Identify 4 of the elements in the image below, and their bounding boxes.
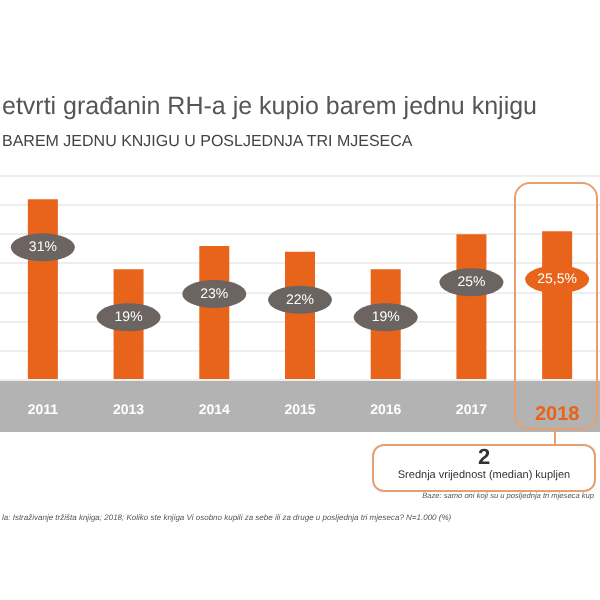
x-tick-label: 2018	[534, 403, 581, 426]
chart-subtitle: BAREM JEDNU KNJIGU U POSLJEDNJA TRI MJESECA	[2, 132, 413, 150]
text: 2	[475, 446, 493, 470]
chart-title: etvrti građanin RH-a je kupio barem jednu knjigu	[2, 92, 538, 120]
